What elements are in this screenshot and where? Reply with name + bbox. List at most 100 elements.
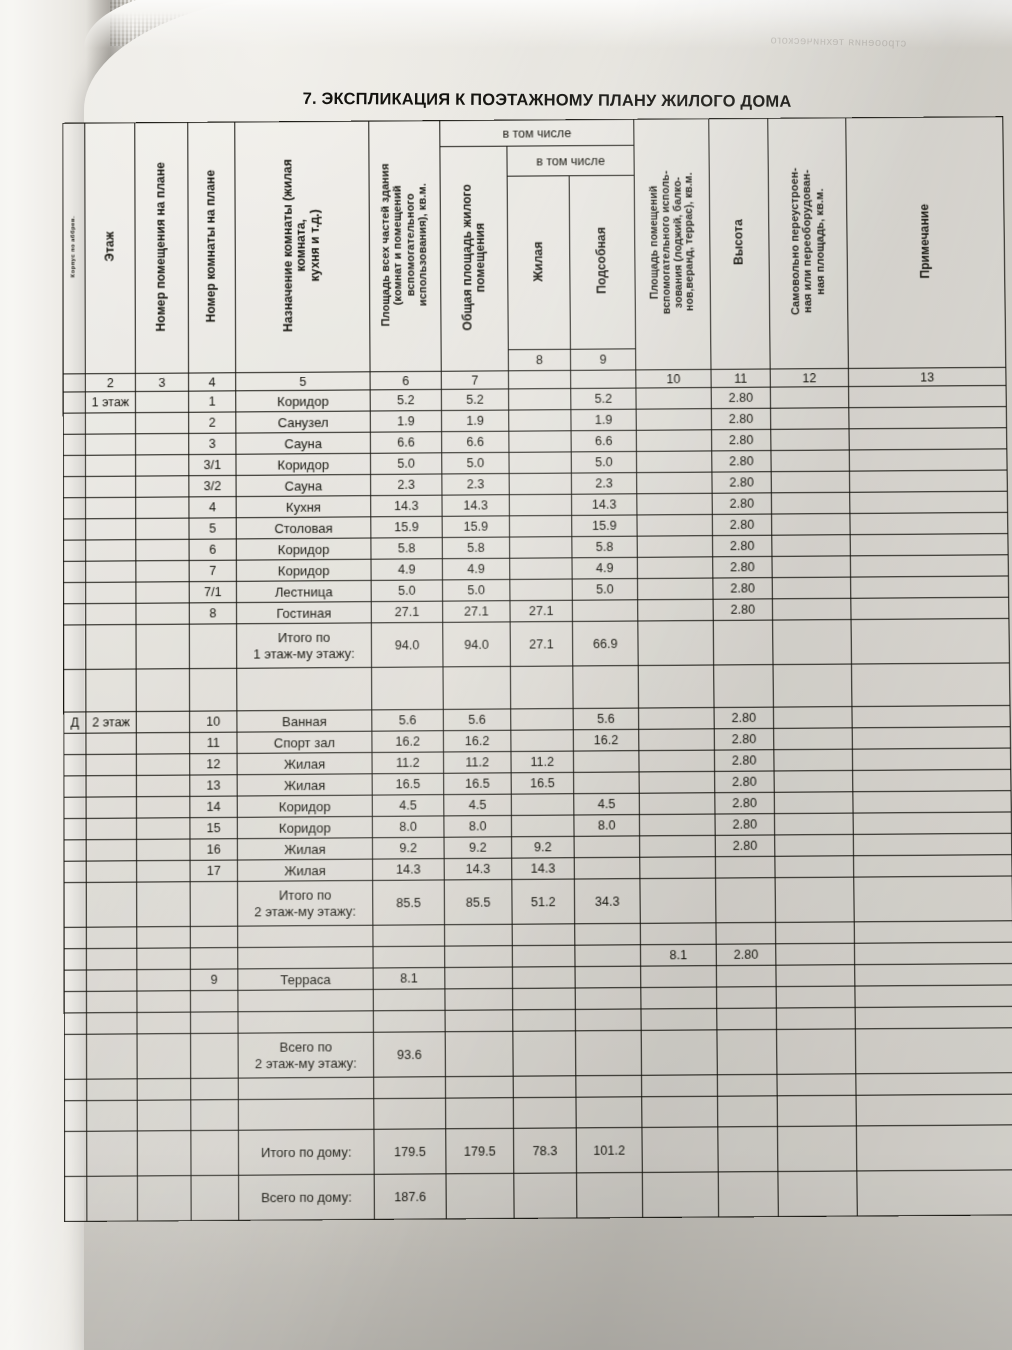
cell-floor <box>86 1100 138 1132</box>
cell-premise-number <box>136 881 191 927</box>
cell-auxiliary-area <box>641 1126 719 1173</box>
cell-total-dwelling-area: 5.0 <box>441 452 510 474</box>
header-col-floor: Этаж <box>84 122 136 374</box>
cell-utility: 16.2 <box>573 729 639 752</box>
cell-unauthorized-area <box>775 943 855 966</box>
cell-total-parts-area: 5.2 <box>370 389 442 412</box>
cell-auxiliary-area <box>639 792 716 815</box>
cell-living: 78.3 <box>513 1127 577 1174</box>
cell-total-parts-area: 14.3 <box>372 858 445 881</box>
cell-height: 2.80 <box>714 707 774 729</box>
cell-total-dwelling-area: 1.9 <box>441 410 509 432</box>
cell-utility: 34.3 <box>574 878 641 924</box>
cell-height <box>716 1008 777 1030</box>
cell-total-dwelling-area: 6.6 <box>441 431 509 453</box>
cell-note <box>854 984 1012 1008</box>
cell-floor <box>85 433 136 456</box>
cell-floor <box>86 1012 138 1035</box>
cell-height: 2.80 <box>711 429 771 451</box>
cell-height: 2.80 <box>714 792 775 815</box>
cell-auxiliary-area <box>639 771 715 794</box>
cell-room-number: 14 <box>189 796 238 818</box>
cell-note <box>852 726 1011 750</box>
cell-room-purpose: Коридор <box>236 559 372 582</box>
cell-utility <box>575 966 641 988</box>
cell-korpus <box>63 455 86 477</box>
cell-room-purpose <box>237 989 374 1012</box>
cell-total-parts-area <box>373 988 446 1011</box>
cell-premise-number <box>136 753 190 776</box>
cell-auxiliary-area <box>637 620 714 666</box>
cell-floor <box>86 1033 138 1080</box>
cell-room-number: 6 <box>189 538 237 561</box>
cell-living <box>513 1172 577 1219</box>
cell-living <box>512 945 576 968</box>
cell-korpus <box>63 391 86 414</box>
cell-note <box>854 920 1012 944</box>
cell-floor <box>85 539 136 562</box>
cell-auxiliary-area <box>642 1171 719 1218</box>
cell-room-purpose: Коридор <box>235 389 371 412</box>
cell-korpus <box>64 1034 87 1080</box>
cell-room-purpose: Сауна <box>235 432 371 455</box>
cell-korpus <box>63 476 86 498</box>
cell-room-purpose <box>238 1098 374 1131</box>
cell-height: 2.80 <box>712 514 772 536</box>
cell-total-dwelling-area <box>442 666 511 710</box>
cell-room-purpose: Терраса <box>237 967 374 991</box>
cell-floor <box>85 560 136 583</box>
header-col-auxiliary-area: Площадь помещений вспомогательного испол… <box>633 118 712 370</box>
cell-room-number: 17 <box>190 860 238 882</box>
cell-total-dwelling-area <box>444 988 513 1011</box>
cell-unauthorized-area <box>773 706 853 729</box>
cell-premise-number <box>136 839 191 861</box>
cell-room-purpose: Гостиная <box>236 601 372 624</box>
header-col-premise-number: Номер помещения на плане <box>134 122 189 374</box>
cell-auxiliary-area <box>640 965 717 988</box>
cell-living <box>511 815 575 837</box>
cell-room-purpose: Столовая <box>236 516 371 539</box>
cell-height: 2.80 <box>711 408 771 430</box>
cell-total-parts-area: 6.6 <box>370 431 442 454</box>
cell-note <box>852 769 1012 792</box>
cell-premise-number <box>135 433 189 455</box>
header-col-total-parts-area: Площадь всех частей здания (комнат и пом… <box>368 120 442 372</box>
cell-utility: 101.2 <box>576 1127 643 1173</box>
cell-unauthorized-area <box>772 598 852 621</box>
colnum-2: 2 <box>85 373 136 392</box>
cell-height <box>715 856 776 879</box>
cell-floor <box>85 412 136 435</box>
cell-total-dwelling-area <box>446 1173 515 1219</box>
cell-utility <box>574 857 640 880</box>
cell-unauthorized-area <box>776 1007 856 1030</box>
cell-korpus <box>63 733 86 755</box>
cell-korpus <box>63 434 86 456</box>
cell-auxiliary-area <box>635 387 712 410</box>
cell-floor <box>85 624 137 670</box>
cell-korpus <box>64 1176 87 1222</box>
cell-korpus <box>64 927 87 949</box>
cell-room-number: 3/1 <box>188 454 237 476</box>
cell-room-number <box>190 1078 239 1100</box>
cell-floor <box>86 818 137 840</box>
cell-floor <box>85 476 136 498</box>
cell-utility: 14.3 <box>571 493 637 516</box>
colnum-1 <box>63 373 86 393</box>
cell-height: 2.80 <box>712 556 773 579</box>
cell-unauthorized-area <box>770 407 850 430</box>
cell-premise-number <box>136 711 190 733</box>
cell-total-parts-area: 11.2 <box>371 751 444 774</box>
cell-room-purpose: Коридор <box>235 453 371 476</box>
cell-unauthorized-area <box>774 834 854 857</box>
cell-living <box>513 1075 576 1098</box>
cell-living <box>509 473 572 495</box>
cell-note <box>855 1072 1012 1096</box>
cell-total-dwelling-area: 11.2 <box>443 751 512 774</box>
cell-floor: 2 этаж <box>85 711 137 734</box>
cell-korpus <box>64 1131 87 1177</box>
cell-utility: 5.0 <box>572 578 638 601</box>
cell-premise-number <box>135 581 190 604</box>
cell-auxiliary-area <box>639 856 716 879</box>
colnum-6: 6 <box>370 371 442 390</box>
cell-unauthorized-area <box>777 1170 858 1217</box>
